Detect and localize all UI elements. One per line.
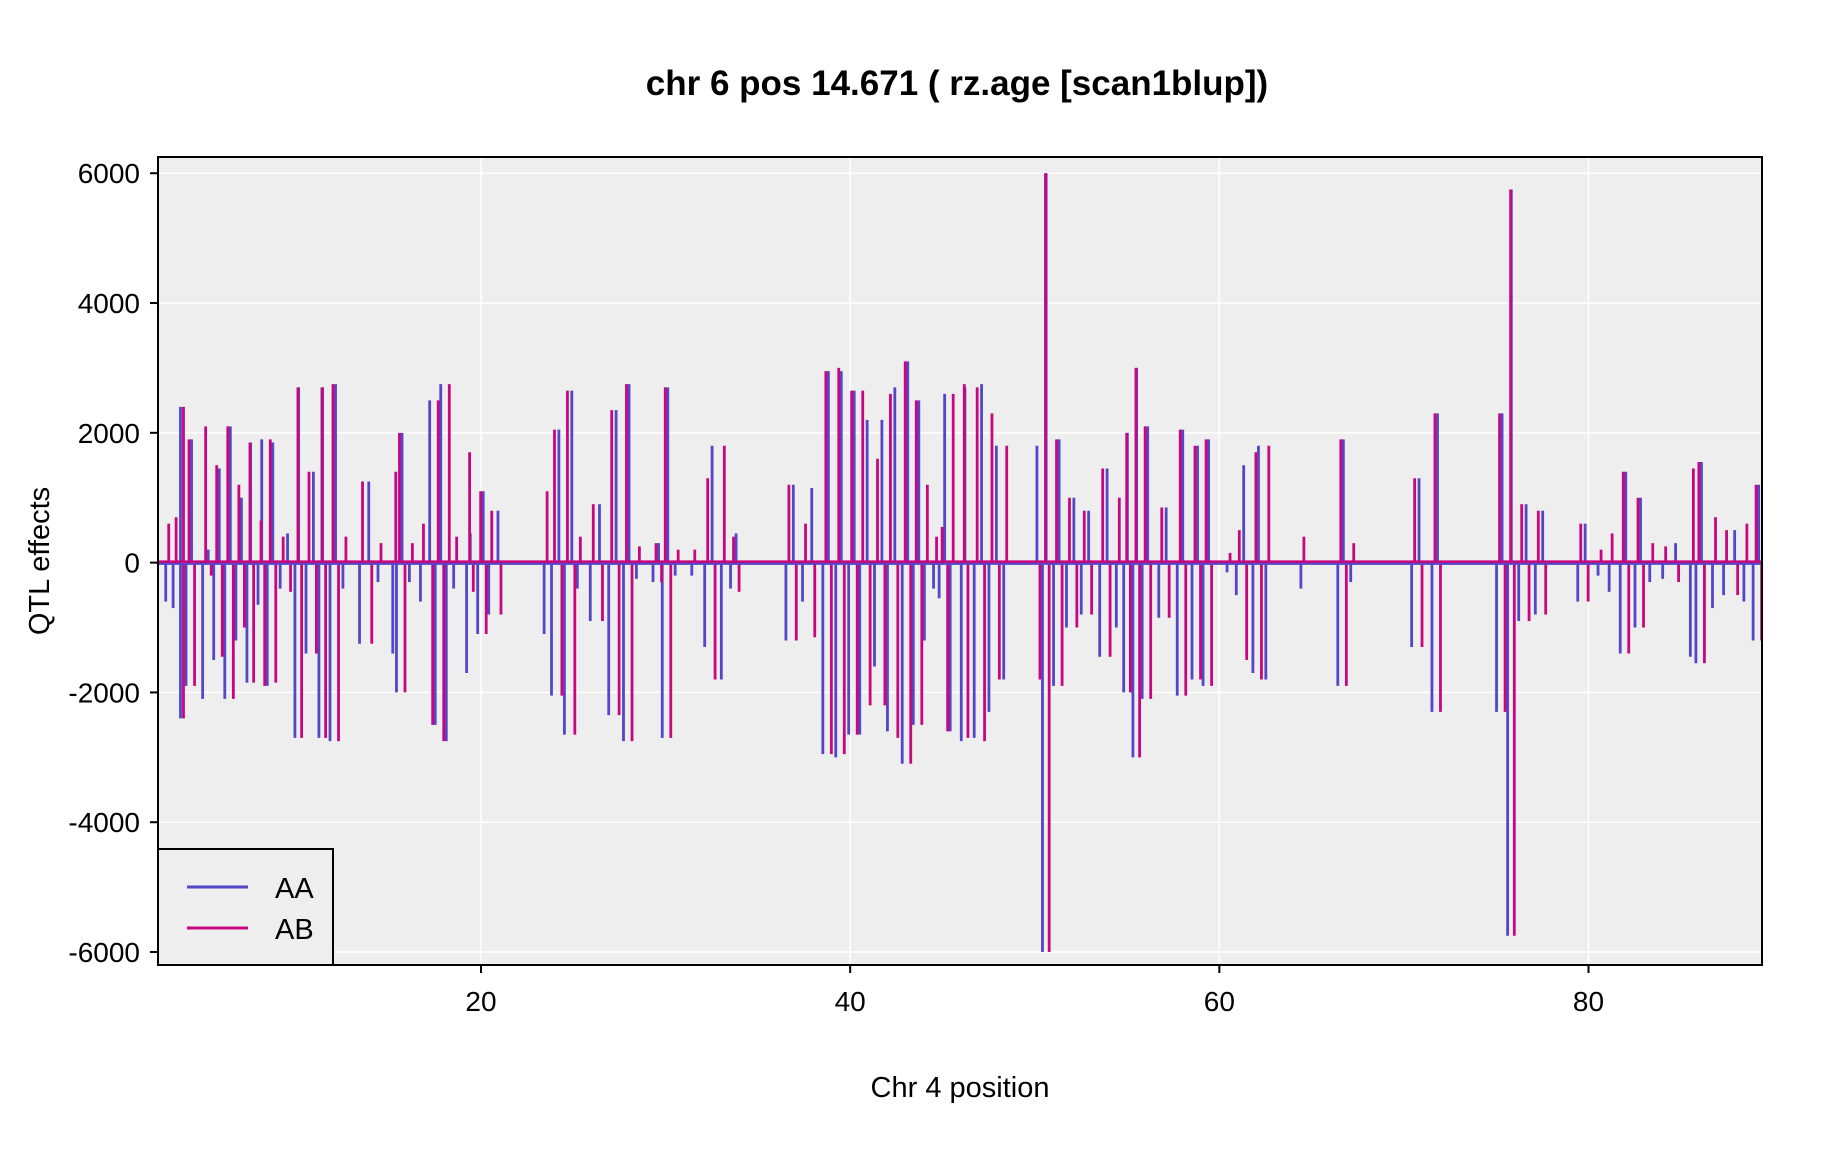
legend-box xyxy=(157,848,334,966)
zero-baselines xyxy=(158,560,1762,565)
y-tick-label: -2000 xyxy=(68,677,140,708)
legend-ab-label: AB xyxy=(275,914,314,946)
y-axis-ticks: -6000 -4000 -2000 0 2000 4000 6000 xyxy=(68,158,158,968)
y-tick-label: -6000 xyxy=(68,937,140,968)
y-tick-label: 2000 xyxy=(78,418,140,449)
y-tick-label: 4000 xyxy=(78,288,140,319)
x-axis-label: Chr 4 position xyxy=(871,1072,1050,1104)
x-tick-label: 40 xyxy=(835,986,866,1017)
chart-title: chr 6 pos 14.671 ( rz.age [scan1blup]) xyxy=(646,64,1268,103)
x-tick-label: 20 xyxy=(465,986,496,1017)
y-axis-label: QTL effects xyxy=(24,487,56,635)
x-tick-label: 60 xyxy=(1204,986,1235,1017)
plot-frame xyxy=(157,156,1763,966)
y-tick-label: 0 xyxy=(124,548,140,579)
series-aa xyxy=(164,173,1761,953)
series-ab xyxy=(167,173,1764,953)
legend: AA AB xyxy=(157,848,334,966)
x-axis-ticks: 20 40 60 80 xyxy=(465,965,1604,1017)
y-tick-label: -4000 xyxy=(68,807,140,838)
x-tick-label: 80 xyxy=(1573,986,1604,1017)
y-tick-label: 6000 xyxy=(78,158,140,189)
legend-aa-label: AA xyxy=(275,873,314,905)
